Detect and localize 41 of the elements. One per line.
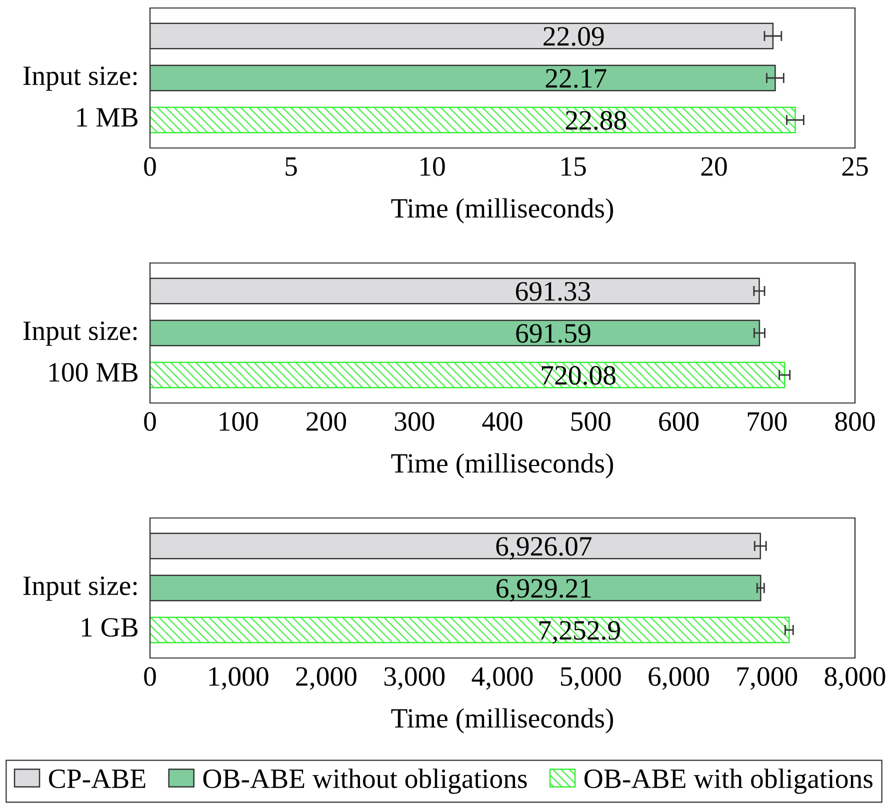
x-tick-label: 5,000 xyxy=(560,667,621,690)
y-tick-label: Input size: 1 GB xyxy=(23,576,138,637)
y-tick-label: Input size: 1 MB xyxy=(23,66,138,127)
bar xyxy=(150,106,796,134)
x-tick-label: 100 xyxy=(220,412,258,431)
x-tick-label: 2,000 xyxy=(296,667,356,690)
x-tick-label: 7,000 xyxy=(737,667,798,690)
legend-label: OB-ABE without obligations xyxy=(203,768,527,794)
x-tick-label: 500 xyxy=(571,412,610,431)
x-tick-label: 300 xyxy=(394,412,434,431)
legend-label: CP-ABE xyxy=(48,769,146,788)
bar xyxy=(150,362,786,388)
data-label: 22.17 xyxy=(546,69,606,88)
data-label: 691.59 xyxy=(516,324,590,343)
data-label: 22.09 xyxy=(544,26,604,46)
y-tick-label: Input size: 100 MB xyxy=(23,322,138,382)
x-tick-label: 0 xyxy=(144,667,156,686)
data-label: 6,929.21 xyxy=(496,579,591,602)
x-tick-label: 6,000 xyxy=(648,667,709,690)
x-tick-label: 25 xyxy=(842,157,868,176)
legend-label: OB-ABE with obligations xyxy=(584,768,872,794)
x-tick-label: 400 xyxy=(482,412,522,431)
data-label: 691.33 xyxy=(516,282,590,301)
x-tick-label: 0 xyxy=(144,157,156,176)
x-tick-label: 200 xyxy=(306,412,346,431)
x-tick-label: 8,000 xyxy=(824,667,886,690)
x-axis-title: Time (milliseconds) xyxy=(391,453,614,478)
x-tick-label: 20 xyxy=(701,157,727,176)
x-tick-label: 700 xyxy=(748,412,787,431)
x-axis-title: Time (milliseconds) xyxy=(391,708,614,734)
x-tick-label: 15 xyxy=(562,157,586,176)
x-tick-label: 0 xyxy=(144,412,156,431)
x-axis-title: Time (milliseconds) xyxy=(391,198,614,224)
x-tick-label: 10 xyxy=(420,157,445,176)
x-tick-label: 600 xyxy=(659,412,699,431)
x-tick-label: 800 xyxy=(835,412,875,431)
x-tick-label: 3,000 xyxy=(384,667,445,690)
data-label: 6,926.07 xyxy=(496,536,592,560)
x-tick-label: 4,000 xyxy=(472,667,533,690)
x-tick-label: 1,000 xyxy=(209,667,268,690)
x-tick-label: 5 xyxy=(286,157,297,176)
